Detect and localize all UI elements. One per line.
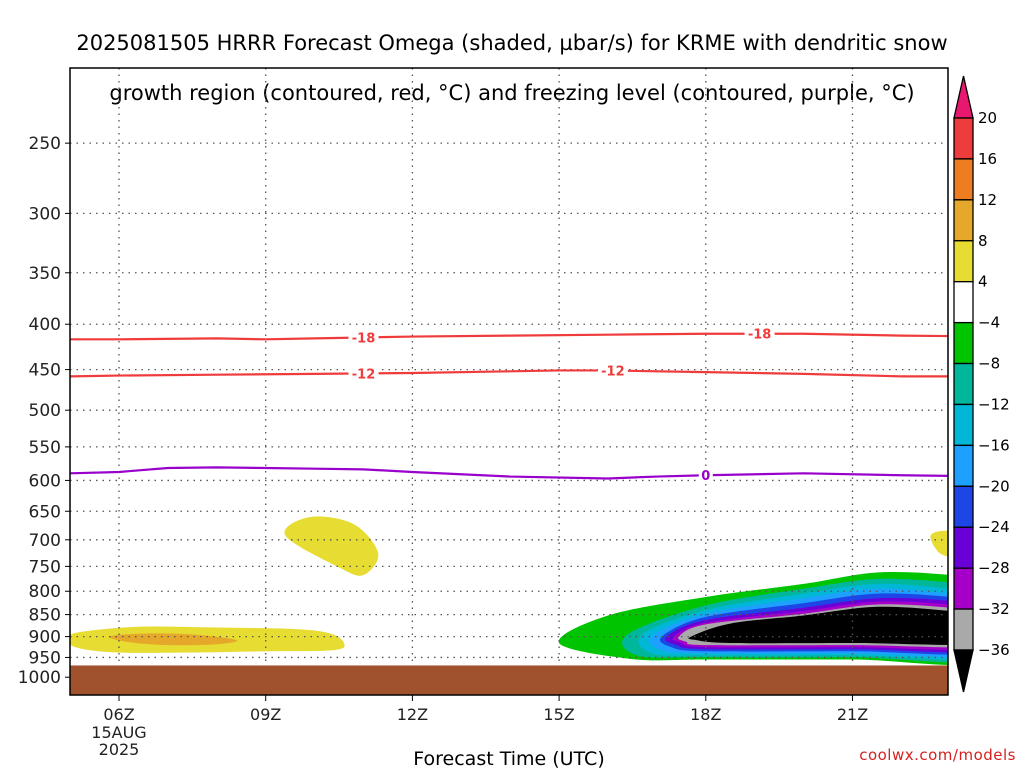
contour-label: -12 — [601, 365, 625, 380]
chart-title-line1: 2025081505 HRRR Forecast Omega (shaded, … — [76, 31, 948, 55]
contour-label: -18 — [352, 331, 376, 346]
colorbar-box — [953, 281, 974, 324]
omega-area-12 — [688, 606, 948, 645]
colorbar-label: −16 — [978, 436, 1010, 454]
colorbar-box — [953, 362, 974, 406]
colorbar-top-arrow — [953, 75, 974, 119]
colorbar-label: −28 — [978, 559, 1010, 577]
ground-area — [70, 665, 948, 695]
colorbar: 20 16 12 8 4 −4 −8 −12 −16 −20 −24 −28 −32 −36 — [953, 75, 1010, 693]
x-tick-label: 06Z — [103, 705, 134, 724]
plot-frame — [69, 67, 949, 696]
colorbar-box — [953, 240, 974, 283]
colorbar-label: 20 — [978, 109, 997, 127]
omega-area-1 — [108, 633, 238, 646]
x-tick-label: 15Z — [543, 705, 574, 724]
y-tick-label: 900 — [29, 628, 61, 648]
contours: -18 -18 -12 -12 0 — [70, 326, 948, 484]
y-tick-label: 1000 — [18, 668, 61, 688]
y-tick-label: 550 — [29, 438, 61, 458]
contour-line-2 — [70, 466, 948, 480]
y-tick-label: 450 — [29, 361, 61, 381]
x-tick-label: 09Z — [250, 705, 281, 724]
colorbar-box — [953, 403, 974, 447]
y-tick-label: 650 — [29, 502, 61, 522]
y-tick-label: 750 — [29, 557, 61, 577]
y-tick-label: 700 — [29, 531, 61, 551]
y-tick-label: 350 — [29, 264, 61, 284]
contour-label-bg — [698, 468, 713, 483]
x-sublabel: 15AUG — [91, 723, 146, 742]
contour-label: -12 — [352, 367, 376, 382]
y-tick-label: 600 — [29, 471, 61, 491]
colorbar-label: −20 — [978, 477, 1010, 495]
colorbar-box — [953, 158, 974, 201]
colorbar-label: 12 — [978, 191, 997, 209]
colorbar-label: −4 — [978, 314, 1000, 332]
contour-label: -18 — [748, 328, 772, 343]
colorbar-label: 16 — [978, 150, 997, 168]
y-tick-label: 250 — [29, 134, 61, 154]
colorbar-label: −24 — [978, 518, 1010, 536]
colorbar-box — [953, 567, 974, 610]
omega-area-2 — [284, 516, 379, 576]
colorbar-label: −36 — [978, 641, 1010, 659]
contour-label-bg — [348, 330, 379, 345]
contour-label-bg — [348, 366, 379, 381]
contour-label: 0 — [701, 469, 710, 484]
contour-label-bg — [597, 363, 628, 378]
omega-shading — [70, 516, 948, 695]
x-tick-label: 18Z — [690, 705, 721, 724]
y-tick-label: 800 — [29, 582, 61, 602]
y-tick-label: 300 — [29, 204, 61, 224]
grid — [70, 68, 948, 666]
colorbar-box — [953, 321, 974, 365]
colorbar-box — [953, 485, 974, 528]
colorbar-bottom-arrow — [953, 649, 974, 693]
y-tick-label: 850 — [29, 606, 61, 626]
contour-label-bg — [744, 326, 775, 341]
colorbar-label: 8 — [978, 232, 988, 250]
x-sublabel: 2025 — [99, 740, 140, 759]
contour-line-0 — [70, 332, 948, 341]
y-tick-label: 400 — [29, 315, 61, 335]
colorbar-label: −32 — [978, 600, 1010, 618]
colorbar-box — [953, 444, 974, 487]
y-tick-label: 500 — [29, 401, 61, 421]
chart-title-line2: growth region (contoured, red, °C) and f… — [109, 81, 915, 105]
colorbar-label: −8 — [978, 355, 1000, 373]
contour-line-1 — [70, 369, 948, 378]
x-axis-label: Forecast Time (UTC) — [413, 748, 604, 768]
colorbar-box — [953, 117, 974, 160]
x-tick-label: 12Z — [397, 705, 428, 724]
x-tick-label: 21Z — [837, 705, 868, 724]
colorbar-label: 4 — [978, 273, 988, 291]
omega-area-3 — [930, 530, 948, 557]
watermark: coolwx.com/models — [859, 746, 1016, 764]
chart-title: 2025081505 HRRR Forecast Omega (shaded, … — [0, 6, 1024, 131]
colorbar-label: −12 — [978, 395, 1010, 413]
colorbar-box — [953, 526, 974, 569]
axes: 2503003504004505005506006507007508008509… — [18, 67, 949, 759]
y-tick-label: 950 — [29, 648, 61, 668]
colorbar-box — [953, 608, 974, 651]
colorbar-box — [953, 199, 974, 242]
